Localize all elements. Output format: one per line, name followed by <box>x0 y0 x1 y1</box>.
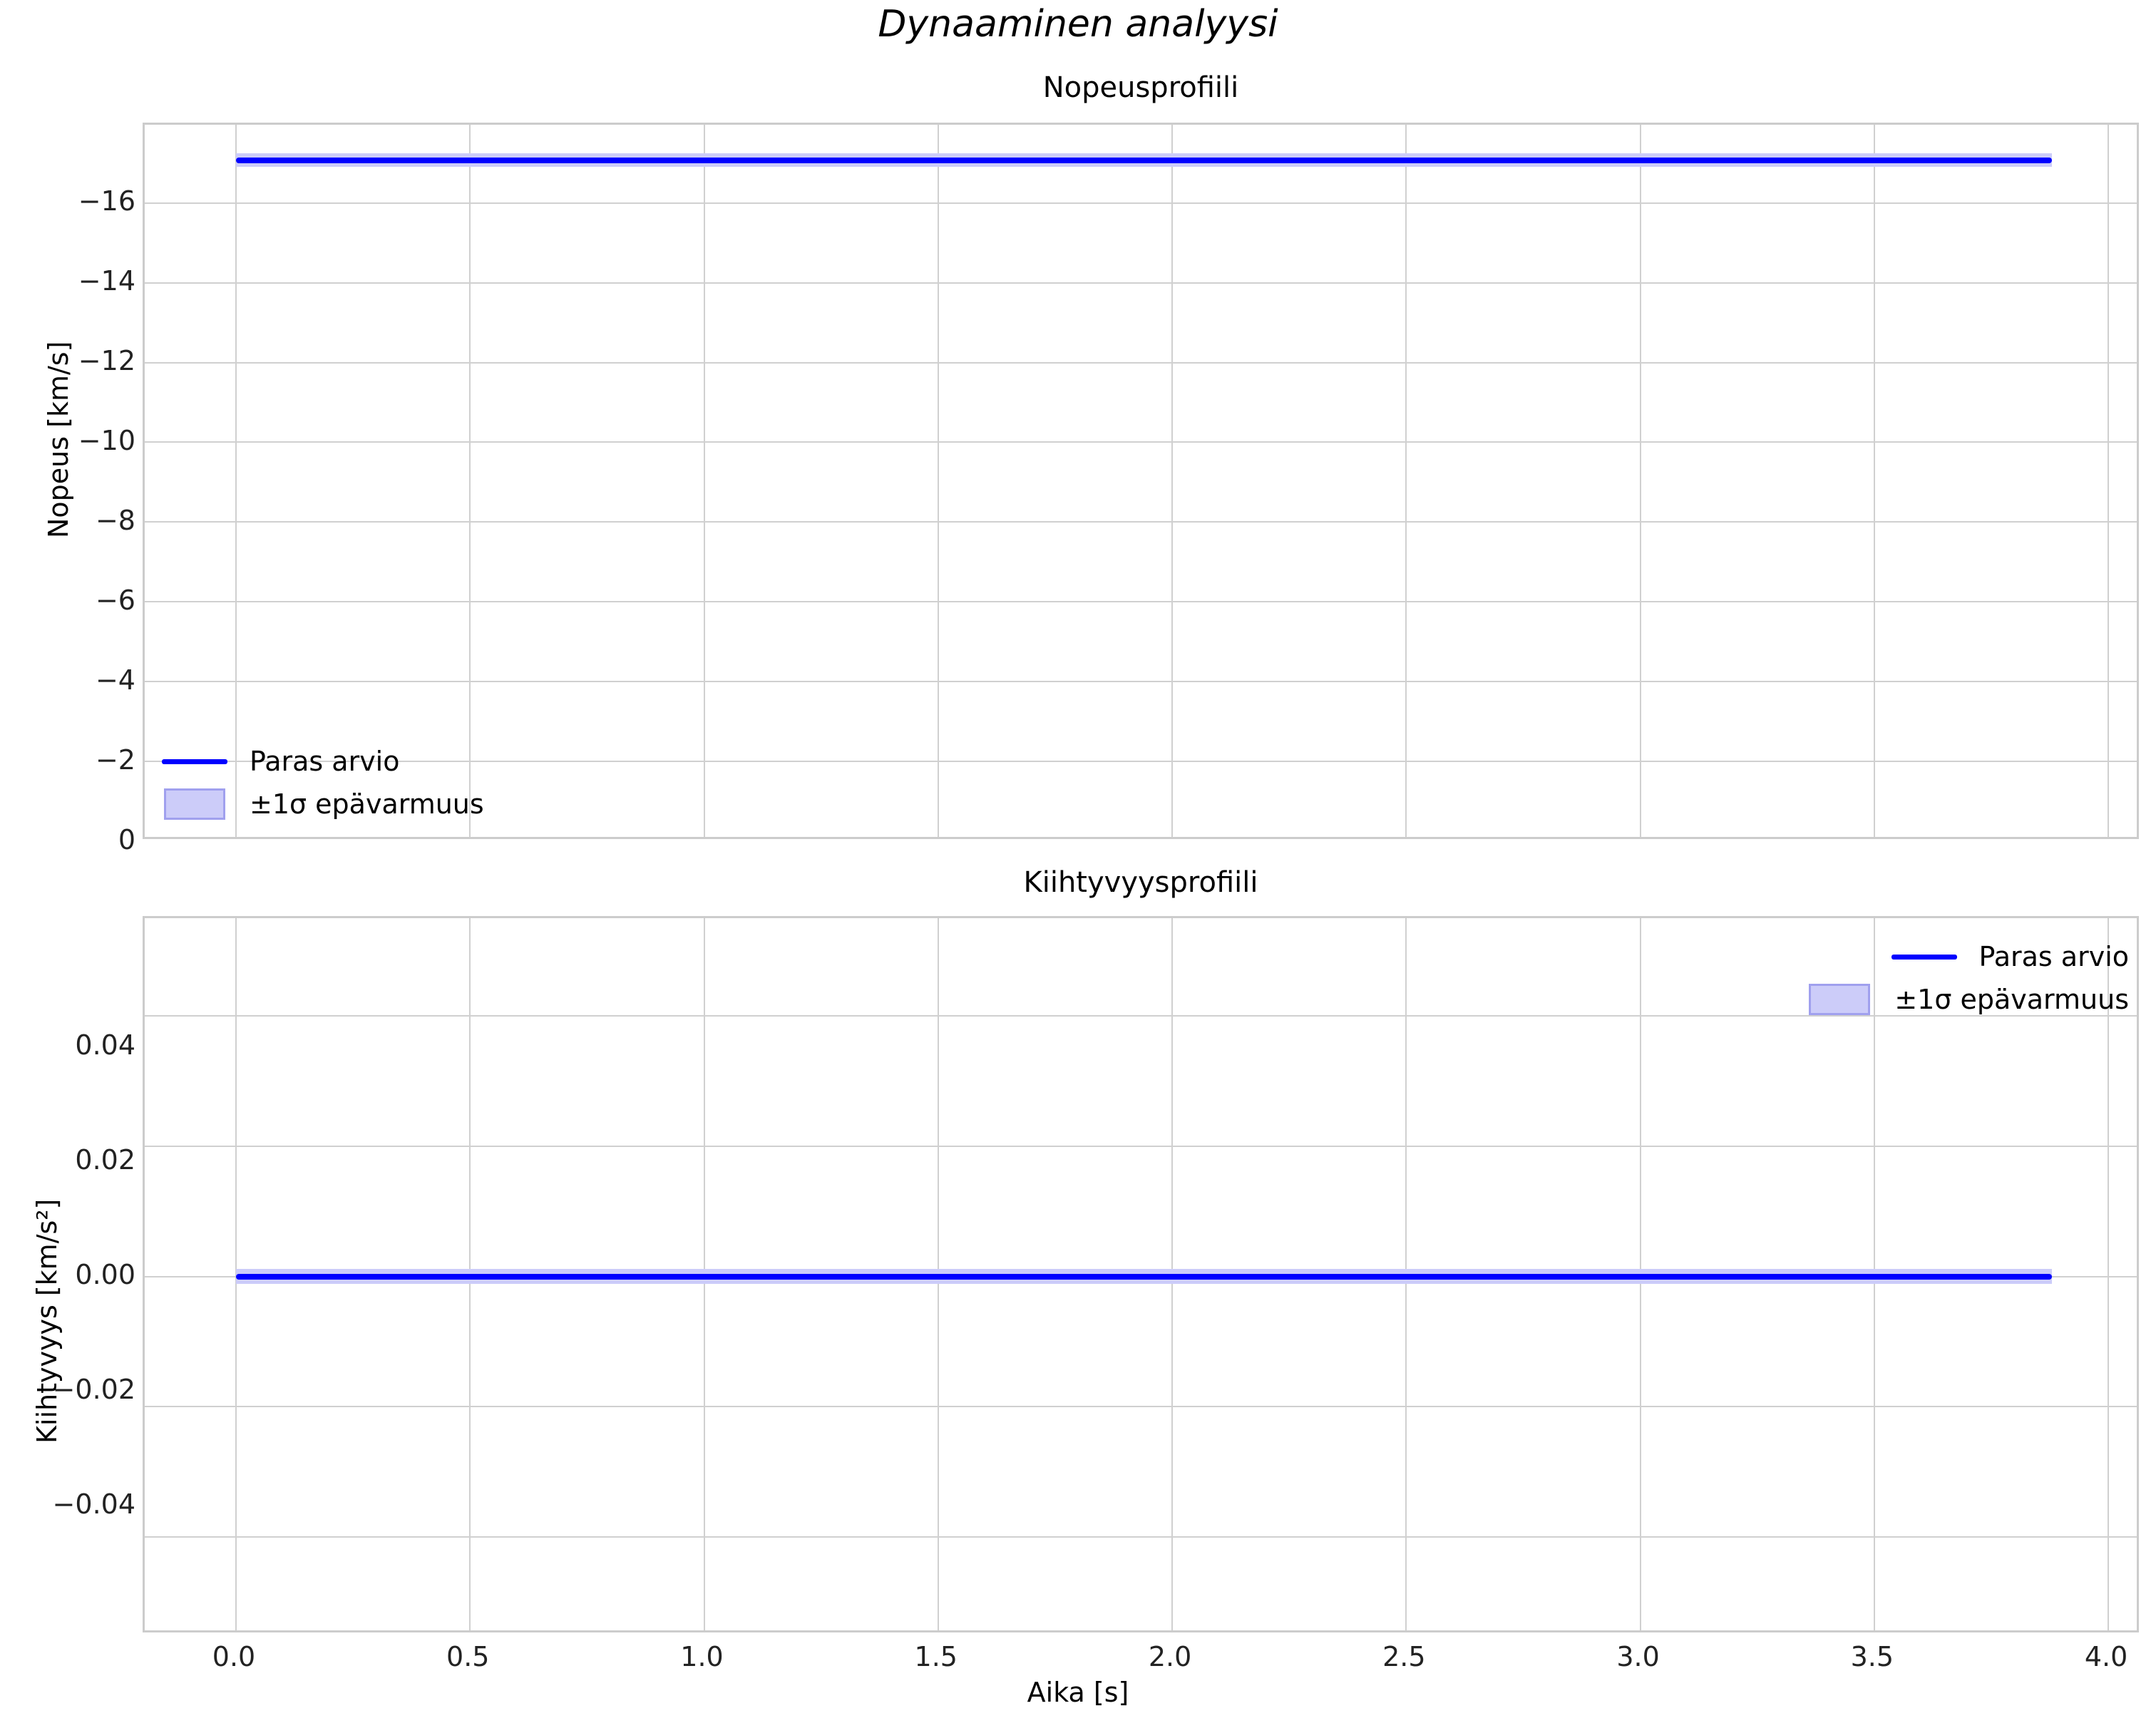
panel-title-acceleration: Kiihtyvyysprofiili <box>1023 866 1258 899</box>
ytick-velocity-7: −2 <box>95 744 135 776</box>
gridline-h-2 <box>145 361 2137 364</box>
ytick-acceleration-2: 0.00 <box>75 1259 135 1290</box>
legend-label-best-estimate: Paras arvio <box>1978 941 2129 972</box>
velocity-plot-area[interactable] <box>143 123 2139 839</box>
gridline-h-0 <box>145 202 2137 204</box>
legend-label-uncertainty: ±1σ epävarmuus <box>1894 984 2129 1015</box>
gridline-h-6 <box>145 681 2137 683</box>
figure-suptitle: Dynaaminen analyysi <box>878 3 1278 46</box>
gridline-v-8 <box>2108 918 2110 1630</box>
xlabel-time: Aika [s] <box>1027 1677 1129 1708</box>
gridline-v-1 <box>469 125 471 837</box>
legend-label-best-estimate: Paras arvio <box>250 746 400 777</box>
ytick-velocity-8: 0 <box>118 824 135 855</box>
gridline-v-6 <box>1639 125 1641 837</box>
gridline-v-7 <box>1873 125 1875 837</box>
ytick-velocity-1: −14 <box>78 265 135 297</box>
legend-patch-key-icon <box>1800 984 1879 1015</box>
gridline-h-0 <box>145 1536 2137 1538</box>
xtick-7: 3.5 <box>1850 1641 1894 1672</box>
gridline-h-1 <box>145 282 2137 284</box>
xtick-6: 3.0 <box>1616 1641 1660 1672</box>
acceleration-plot-area[interactable] <box>143 916 2139 1632</box>
ytick-acceleration-0: 0.04 <box>75 1029 135 1061</box>
gridline-h-1 <box>145 1406 2137 1408</box>
ytick-velocity-6: −4 <box>95 664 135 696</box>
ytick-acceleration-1: 0.02 <box>75 1144 135 1176</box>
xtick-1: 0.5 <box>446 1641 490 1672</box>
legend-label-uncertainty: ±1σ epävarmuus <box>250 788 484 820</box>
ytick-velocity-0: −16 <box>78 185 135 217</box>
ytick-velocity-2: −12 <box>78 345 135 376</box>
gridline-h-7 <box>145 761 2137 763</box>
legend-line-key-icon <box>155 758 234 764</box>
ylabel-velocity: Nopeus [km/s] <box>43 341 74 538</box>
legend-velocity: Paras arvio ±1σ epävarmuus <box>155 746 484 820</box>
gridline-v-8 <box>2108 125 2110 837</box>
xtick-2: 1.0 <box>680 1641 724 1672</box>
gridline-v-2 <box>703 125 705 837</box>
xtick-0: 0.0 <box>212 1641 256 1672</box>
gridline-v-4 <box>1171 125 1174 837</box>
gridline-v-0 <box>235 125 237 837</box>
best-estimate-line <box>236 157 2053 163</box>
legend-line-key-icon <box>1885 954 1963 960</box>
ytick-velocity-5: −6 <box>95 585 135 616</box>
gridline-h-3 <box>145 441 2137 443</box>
xtick-5: 2.5 <box>1382 1641 1426 1672</box>
legend-entry-best-estimate[interactable]: Paras arvio <box>1885 941 2129 972</box>
xtick-4: 2.0 <box>1148 1641 1192 1672</box>
best-estimate-line <box>236 1273 2053 1280</box>
ylabel-acceleration: Kiihtyvyys [km/s²] <box>31 1198 63 1444</box>
gridline-v-3 <box>937 125 939 837</box>
ytick-acceleration-3: −0.02 <box>52 1374 135 1405</box>
xtick-3: 1.5 <box>914 1641 958 1672</box>
legend-patch-key-icon <box>155 788 234 820</box>
panel-title-velocity: Nopeusprofiili <box>1042 71 1239 104</box>
xtick-8: 4.0 <box>2084 1641 2128 1672</box>
ytick-velocity-3: −10 <box>78 425 135 456</box>
gridline-h-5 <box>145 601 2137 603</box>
legend-entry-best-estimate[interactable]: Paras arvio <box>155 746 484 777</box>
legend-acceleration: Paras arvio ±1σ epävarmuus <box>1800 941 2129 1015</box>
legend-entry-uncertainty[interactable]: ±1σ epävarmuus <box>1800 984 2129 1015</box>
gridline-h-3 <box>145 1145 2137 1147</box>
gridline-h-4 <box>145 1015 2137 1017</box>
gridline-v-5 <box>1405 125 1407 837</box>
ytick-acceleration-4: −0.04 <box>52 1488 135 1520</box>
ytick-velocity-4: −8 <box>95 505 135 536</box>
legend-entry-uncertainty[interactable]: ±1σ epävarmuus <box>155 788 484 820</box>
gridline-h-4 <box>145 521 2137 523</box>
